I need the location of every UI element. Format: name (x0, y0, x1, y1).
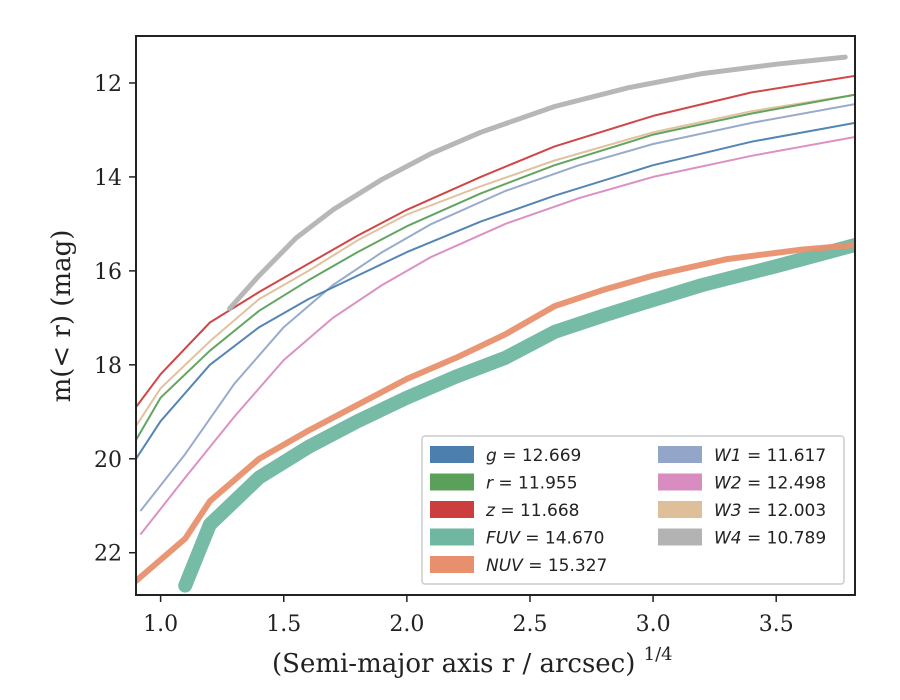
y-tick-label: 14 (94, 166, 122, 191)
y-tick-label: 22 (94, 542, 122, 567)
legend-label-w4: W4 = 10.789 (714, 529, 826, 549)
legend: g = 12.669 r = 11.955 z = 11.668 FUV = 14.6… (421, 435, 845, 585)
legend-swatch-r (430, 473, 474, 491)
y-axis-label: m(< r) (mag) (47, 230, 77, 403)
plot-frame (135, 35, 856, 596)
series-line-fuv (178, 238, 855, 593)
legend-label-r: r = 11.955 (486, 474, 578, 494)
x-axis-label: (Semi-major axis r / arcsec) 1/4 (272, 644, 673, 679)
x-axis-label-text: (Semi-major axis r / arcsec) (272, 649, 635, 679)
legend-swatch-fuv (430, 528, 474, 546)
legend-label-fuv: FUV = 14.670 (486, 529, 604, 549)
series-line-w4 (227, 54, 848, 311)
legend-label-g: g = 12.669 (486, 446, 581, 466)
series-line-r (136, 93, 855, 441)
legend-swatch-z (430, 501, 474, 518)
x-tick-label: 2.0 (389, 612, 424, 637)
x-tick-label: 2.5 (512, 612, 547, 637)
series-line-w3 (136, 93, 855, 427)
y-tick-label: 16 (94, 260, 122, 285)
legend-swatch-nuv (430, 556, 474, 573)
x-tick-label: 3.5 (759, 612, 794, 637)
legend-swatch-g (430, 446, 474, 463)
legend-label-nuv: NUV = 15.327 (486, 556, 607, 576)
x-tick-label: 1.0 (143, 612, 178, 637)
x-tick-label: 1.5 (266, 612, 301, 637)
legend-swatch-w1 (658, 446, 702, 463)
legend-swatch-w4 (658, 528, 702, 546)
legend-label-w1: W1 = 11.617 (714, 446, 826, 466)
legend-label-z: z = 11.668 (485, 501, 579, 521)
series-line-nuv (136, 242, 855, 584)
series-line-z (136, 74, 855, 409)
series-line-w2 (139, 136, 855, 535)
legend-swatch-w3 (658, 501, 702, 518)
y-tick-label: 18 (94, 354, 122, 379)
legend-label-w2: W2 = 12.498 (714, 474, 826, 494)
series-line-w1 (139, 103, 855, 512)
legend-swatch-w2 (658, 473, 702, 491)
series-layer (136, 54, 855, 593)
legend-frame (421, 435, 845, 585)
y-tick-label: 20 (94, 448, 122, 473)
series-line-g (136, 121, 855, 460)
x-axis-label-exponent: 1/4 (644, 644, 673, 665)
svg-text:(Semi-major axis r / arcsec): (Semi-major axis r / arcsec) 1/4 (272, 644, 673, 679)
axes-ticks: 1.0 1.5 2.0 2.5 3.0 3.5 12 14 16 18 20 22 (94, 72, 794, 637)
y-tick-label: 12 (94, 72, 122, 97)
legend-label-w3: W3 = 12.003 (714, 501, 826, 521)
x-tick-label: 3.0 (636, 612, 671, 637)
